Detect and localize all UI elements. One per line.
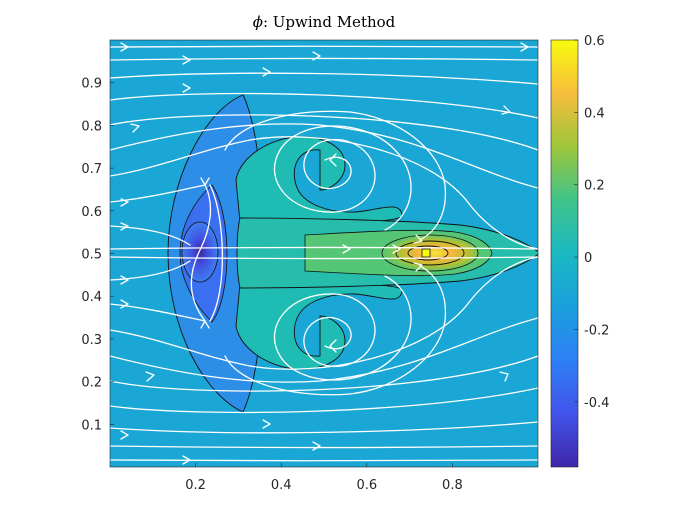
streamline [110,57,538,61]
streamline [110,317,538,383]
streamline [110,256,538,370]
streamline [224,265,447,396]
colorbar-tick-label: 0.4 [584,106,605,121]
arrowhead [262,419,271,429]
colorbar-ticks: -0.4 -0.2 0 0.2 0.4 0.6 [574,34,609,411]
y-tick-label: 0.4 [81,290,102,305]
y-tick-label: 0.3 [81,333,102,348]
streamline [274,125,412,231]
streamline [224,110,447,241]
streamline [274,275,412,381]
arrowhead [329,339,337,353]
arrowhead [145,371,155,382]
streamline [110,92,538,119]
arrowhead [392,244,401,254]
plot-area [110,40,538,467]
maximum-marker [421,248,431,258]
minimum-core [181,221,219,283]
streamline-arrows [120,42,529,465]
maximum-contour-1 [395,240,465,266]
streamlines [110,45,538,462]
arrowhead [413,262,423,272]
colorbar-tick-label: 0.2 [584,179,605,194]
streamline [110,114,538,151]
y-tick-label: 0.5 [81,248,102,263]
streamline [110,355,538,392]
streamline [110,260,191,281]
streamline [110,45,538,48]
arrowhead [130,123,140,133]
x-tick-label: 0.8 [442,478,463,493]
arrowhead [200,177,210,186]
streamline [110,387,538,414]
arrowhead [312,441,321,451]
streamline [110,136,538,250]
x-tick-label: 0.2 [185,478,206,493]
x-axis: 0.2 0.4 0.6 0.8 [185,463,463,493]
x-tick-label: 0.4 [271,478,292,493]
streamline [110,246,538,250]
arrowhead [120,198,129,207]
streamline [110,303,206,322]
maximum-contour-2 [407,245,449,261]
colorbar-tick-label: -0.2 [584,323,609,338]
y-axis: 0.1 0.2 0.3 0.4 0.5 0.6 0.7 0.8 0.9 [81,77,114,433]
y-tick-label: 0.7 [81,162,102,177]
y-tick-label: 0.1 [81,418,102,433]
colorbar-tick-label: -0.4 [584,396,609,411]
arrowhead [499,371,509,382]
streamline [110,459,538,462]
streamline [110,225,191,246]
streamline [110,72,538,85]
x-tick-label: 0.6 [356,478,377,493]
colorbar-gradient [550,39,579,468]
arrowhead [120,299,129,309]
streamline [110,184,206,203]
arrowhead [120,430,129,440]
colorbar-tick-label: 0 [584,251,592,266]
arrowhead [342,244,351,254]
y-tick-label: 0.8 [81,119,102,134]
arrowhead [200,320,210,329]
arrowhead [413,234,423,244]
colorbar-tick-label: 0.6 [584,34,605,49]
arrowhead [329,153,337,167]
streamline [110,256,538,260]
y-tick-label: 0.2 [81,376,102,391]
arrowhead [182,83,191,93]
arrowhead [520,42,529,52]
streamline [190,184,212,322]
arrowhead [182,455,191,465]
streamline [110,445,538,449]
arrowhead [501,105,511,115]
streamline [110,123,538,189]
streamline [209,184,224,322]
streamline [110,421,538,434]
arrowhead [120,42,129,52]
arrowhead [120,222,129,231]
colorbar: -0.4 -0.2 0 0.2 0.4 0.6 [550,34,609,468]
arrowhead [120,275,129,285]
y-tick-label: 0.6 [81,205,102,220]
arrowhead [312,51,321,61]
y-tick-label: 0.9 [81,77,102,92]
arrowhead [182,55,191,65]
arrowhead [262,67,271,77]
chart-title: ϕ: Upwind Method [253,13,396,31]
